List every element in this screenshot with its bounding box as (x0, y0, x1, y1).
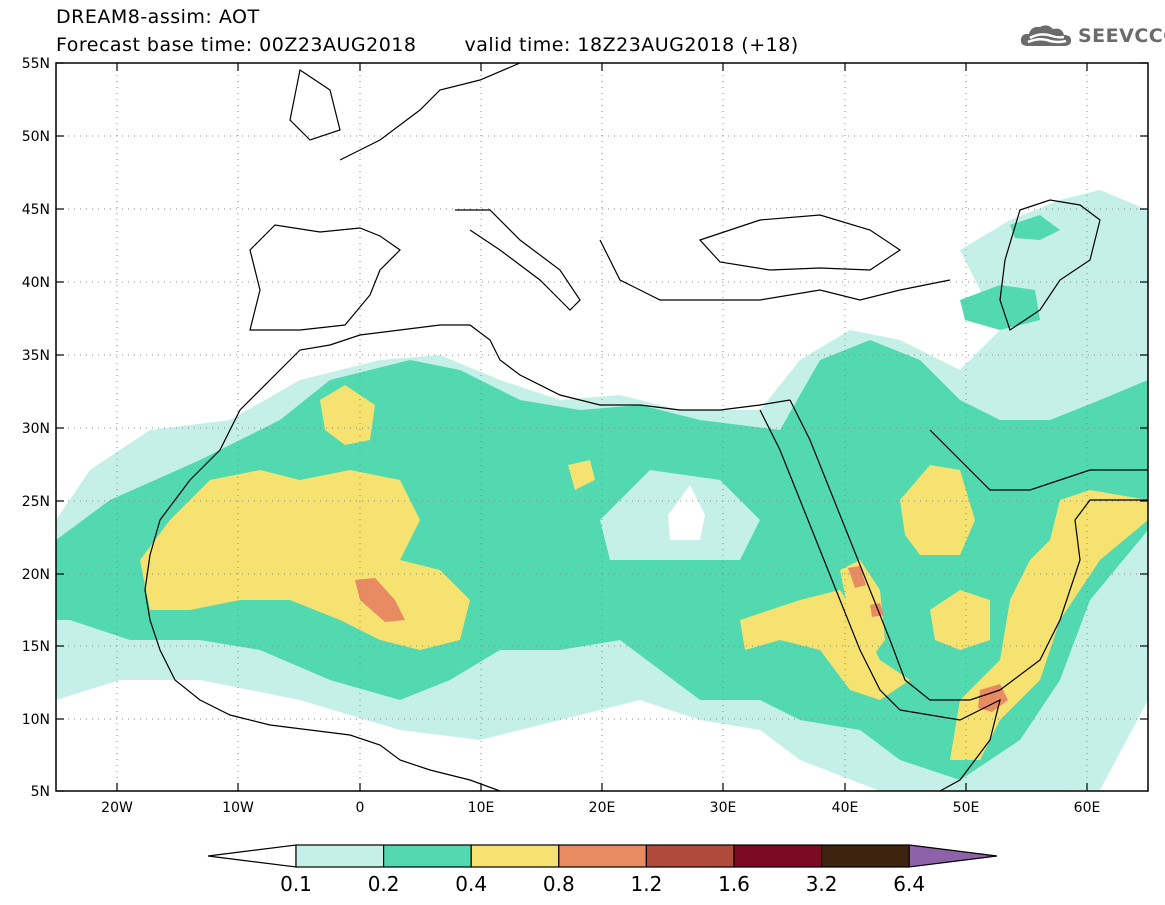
coast-arabia-south (999, 499, 1148, 691)
axis-ticks (56, 62, 1148, 792)
lat-label: 45N (22, 202, 50, 218)
colorbar-label: 0.1 (280, 872, 312, 896)
colorbar-swatch (383, 844, 472, 868)
coast-iberia (249, 224, 401, 331)
lat-label: 25N (22, 494, 50, 510)
coast-uk (289, 69, 341, 141)
time-info: Forecast base time: 00Z23AUG2018 valid ti… (56, 34, 799, 56)
lon-label: 0 (356, 800, 365, 816)
lon-label: 10W (222, 800, 254, 816)
lat-label: 35N (22, 348, 50, 364)
aot-contour-0.4-redsea (840, 560, 885, 660)
cloud-icon (1020, 25, 1072, 46)
colorbar-swatch (645, 844, 735, 868)
lat-label: 5N (31, 784, 50, 800)
lon-label: 60E (1074, 800, 1101, 816)
lat-label: 30N (22, 421, 50, 437)
base-time: Forecast base time: 00Z23AUG2018 (56, 34, 417, 56)
aot-field (56, 190, 1148, 791)
coastlines (144, 63, 1148, 791)
colorbar (207, 844, 998, 868)
colorbar-label: 3.2 (805, 872, 838, 896)
seevccc-logo: SEEVCCC (1018, 22, 1165, 50)
aot-contour-0.8-mali (355, 578, 405, 622)
aot-contour-0.8-somalia (978, 684, 1008, 712)
lat-label: 40N (22, 275, 50, 291)
colorbar-over-arrow (908, 844, 998, 868)
colorbar-label: 0.8 (542, 872, 575, 896)
colorbar-swatch (470, 844, 560, 868)
lon-label: 20W (101, 800, 133, 816)
colorbar-swatch (558, 844, 647, 868)
lat-label: 10N (22, 712, 50, 728)
aot-contour-0.2-north (1010, 215, 1060, 240)
colorbar-swatch (820, 844, 910, 868)
aot-contour-0.4-arabia (900, 465, 975, 555)
colorbar-labels: 0.1 0.2 0.4 0.8 1.2 1.6 3.2 6.4 (0, 872, 1165, 898)
aot-contour-0.4-north (320, 385, 375, 445)
coast-africa-north (149, 324, 791, 556)
colorbar-label: 0.4 (455, 872, 488, 896)
lon-label: 20E (589, 800, 616, 816)
colorbar-label: 1.6 (718, 872, 750, 896)
coast-persian-gulf (929, 429, 1148, 491)
logo-text: SEEVCCC (1078, 25, 1165, 47)
lon-label: 50E (953, 800, 980, 816)
coast-greece-turkey (599, 239, 951, 301)
aot-contour-0.4-yemen (930, 590, 990, 650)
aot-contour-0.4-libya (568, 460, 595, 490)
coast-africa-west (144, 554, 501, 791)
lat-label: 50N (22, 129, 50, 145)
lon-labels: 20W 10W 0 10E 20E 30E 40E 50E 60E (101, 800, 1100, 816)
coast-redsea-west (759, 409, 901, 711)
clear-area-egypt-core (668, 485, 705, 540)
map-gridlines (56, 63, 1148, 791)
aot-contour-0.8-yemen (870, 603, 884, 617)
coast-caspian (999, 199, 1101, 331)
colorbar-under-arrow (207, 844, 297, 868)
lat-label: 20N (22, 567, 50, 583)
lat-label: 15N (22, 639, 50, 655)
coast-italy (455, 209, 581, 311)
lon-label: 10E (468, 800, 495, 816)
coast-redsea-east (789, 399, 1001, 701)
colorbar-label: 0.2 (367, 872, 400, 896)
lon-label: 30E (710, 800, 737, 816)
lon-label: 40E (832, 800, 859, 816)
coast-black-sea (698, 214, 902, 271)
colorbar-label: 1.2 (630, 872, 663, 896)
coast-europe-north (339, 63, 521, 161)
map-title: DREAM8-assim: AOT (56, 6, 260, 28)
aot-contour-0.8-sudan (848, 566, 866, 588)
lat-labels: 55N 50N 45N 40N 35N 30N 25N 20N 15N 10N … (22, 56, 50, 800)
colorbar-label: 6.4 (893, 872, 926, 896)
aot-contour-0.2-caspian (960, 285, 1040, 330)
lat-label: 55N (22, 56, 50, 72)
valid-time: valid time: 18Z23AUG2018 (+18) (464, 34, 799, 56)
aot-contour-0.4-sudan (740, 590, 910, 700)
colorbar-swatch (295, 844, 385, 868)
colorbar-swatch (733, 844, 823, 868)
coast-horn (899, 698, 1001, 791)
